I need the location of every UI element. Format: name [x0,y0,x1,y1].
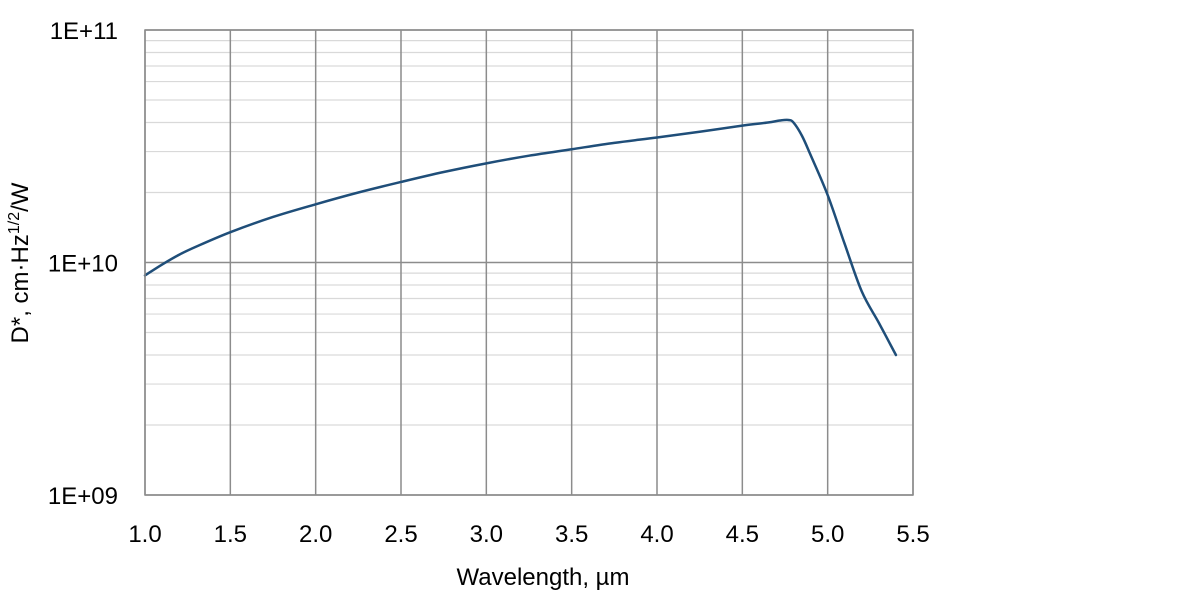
x-tick-label: 2.0 [299,521,332,548]
y-tick-label: 1E+09 [48,483,118,510]
y-axis-ticks: 1E+09 1E+10 1E+11 [48,18,118,510]
series-line [143,118,898,357]
x-tick-label: 1.5 [214,521,247,548]
x-tick-label: 5.0 [811,521,844,548]
x-tick-label: 4.5 [726,521,759,548]
plot-border [144,29,914,496]
minor-gridlines [145,40,913,426]
x-tick-label: 4.0 [640,521,673,548]
x-tick-label: 5.5 [896,521,929,548]
x-axis-ticks: 1.0 1.5 2.0 2.5 3.0 3.5 4.0 4.5 5.0 5.5 [128,521,929,548]
x-tick-label: 3.0 [470,521,503,548]
y-axis-title: D*, cm·Hz1/2/W [6,182,34,343]
x-tick-label: 1.0 [128,521,161,548]
y-tick-label: 1E+11 [50,18,118,45]
x-tick-label: 3.5 [555,521,588,548]
x-axis-title: Wavelength, µm [456,564,629,591]
x-tick-label: 2.5 [384,521,417,548]
y-tick-label: 1E+10 [48,251,118,278]
